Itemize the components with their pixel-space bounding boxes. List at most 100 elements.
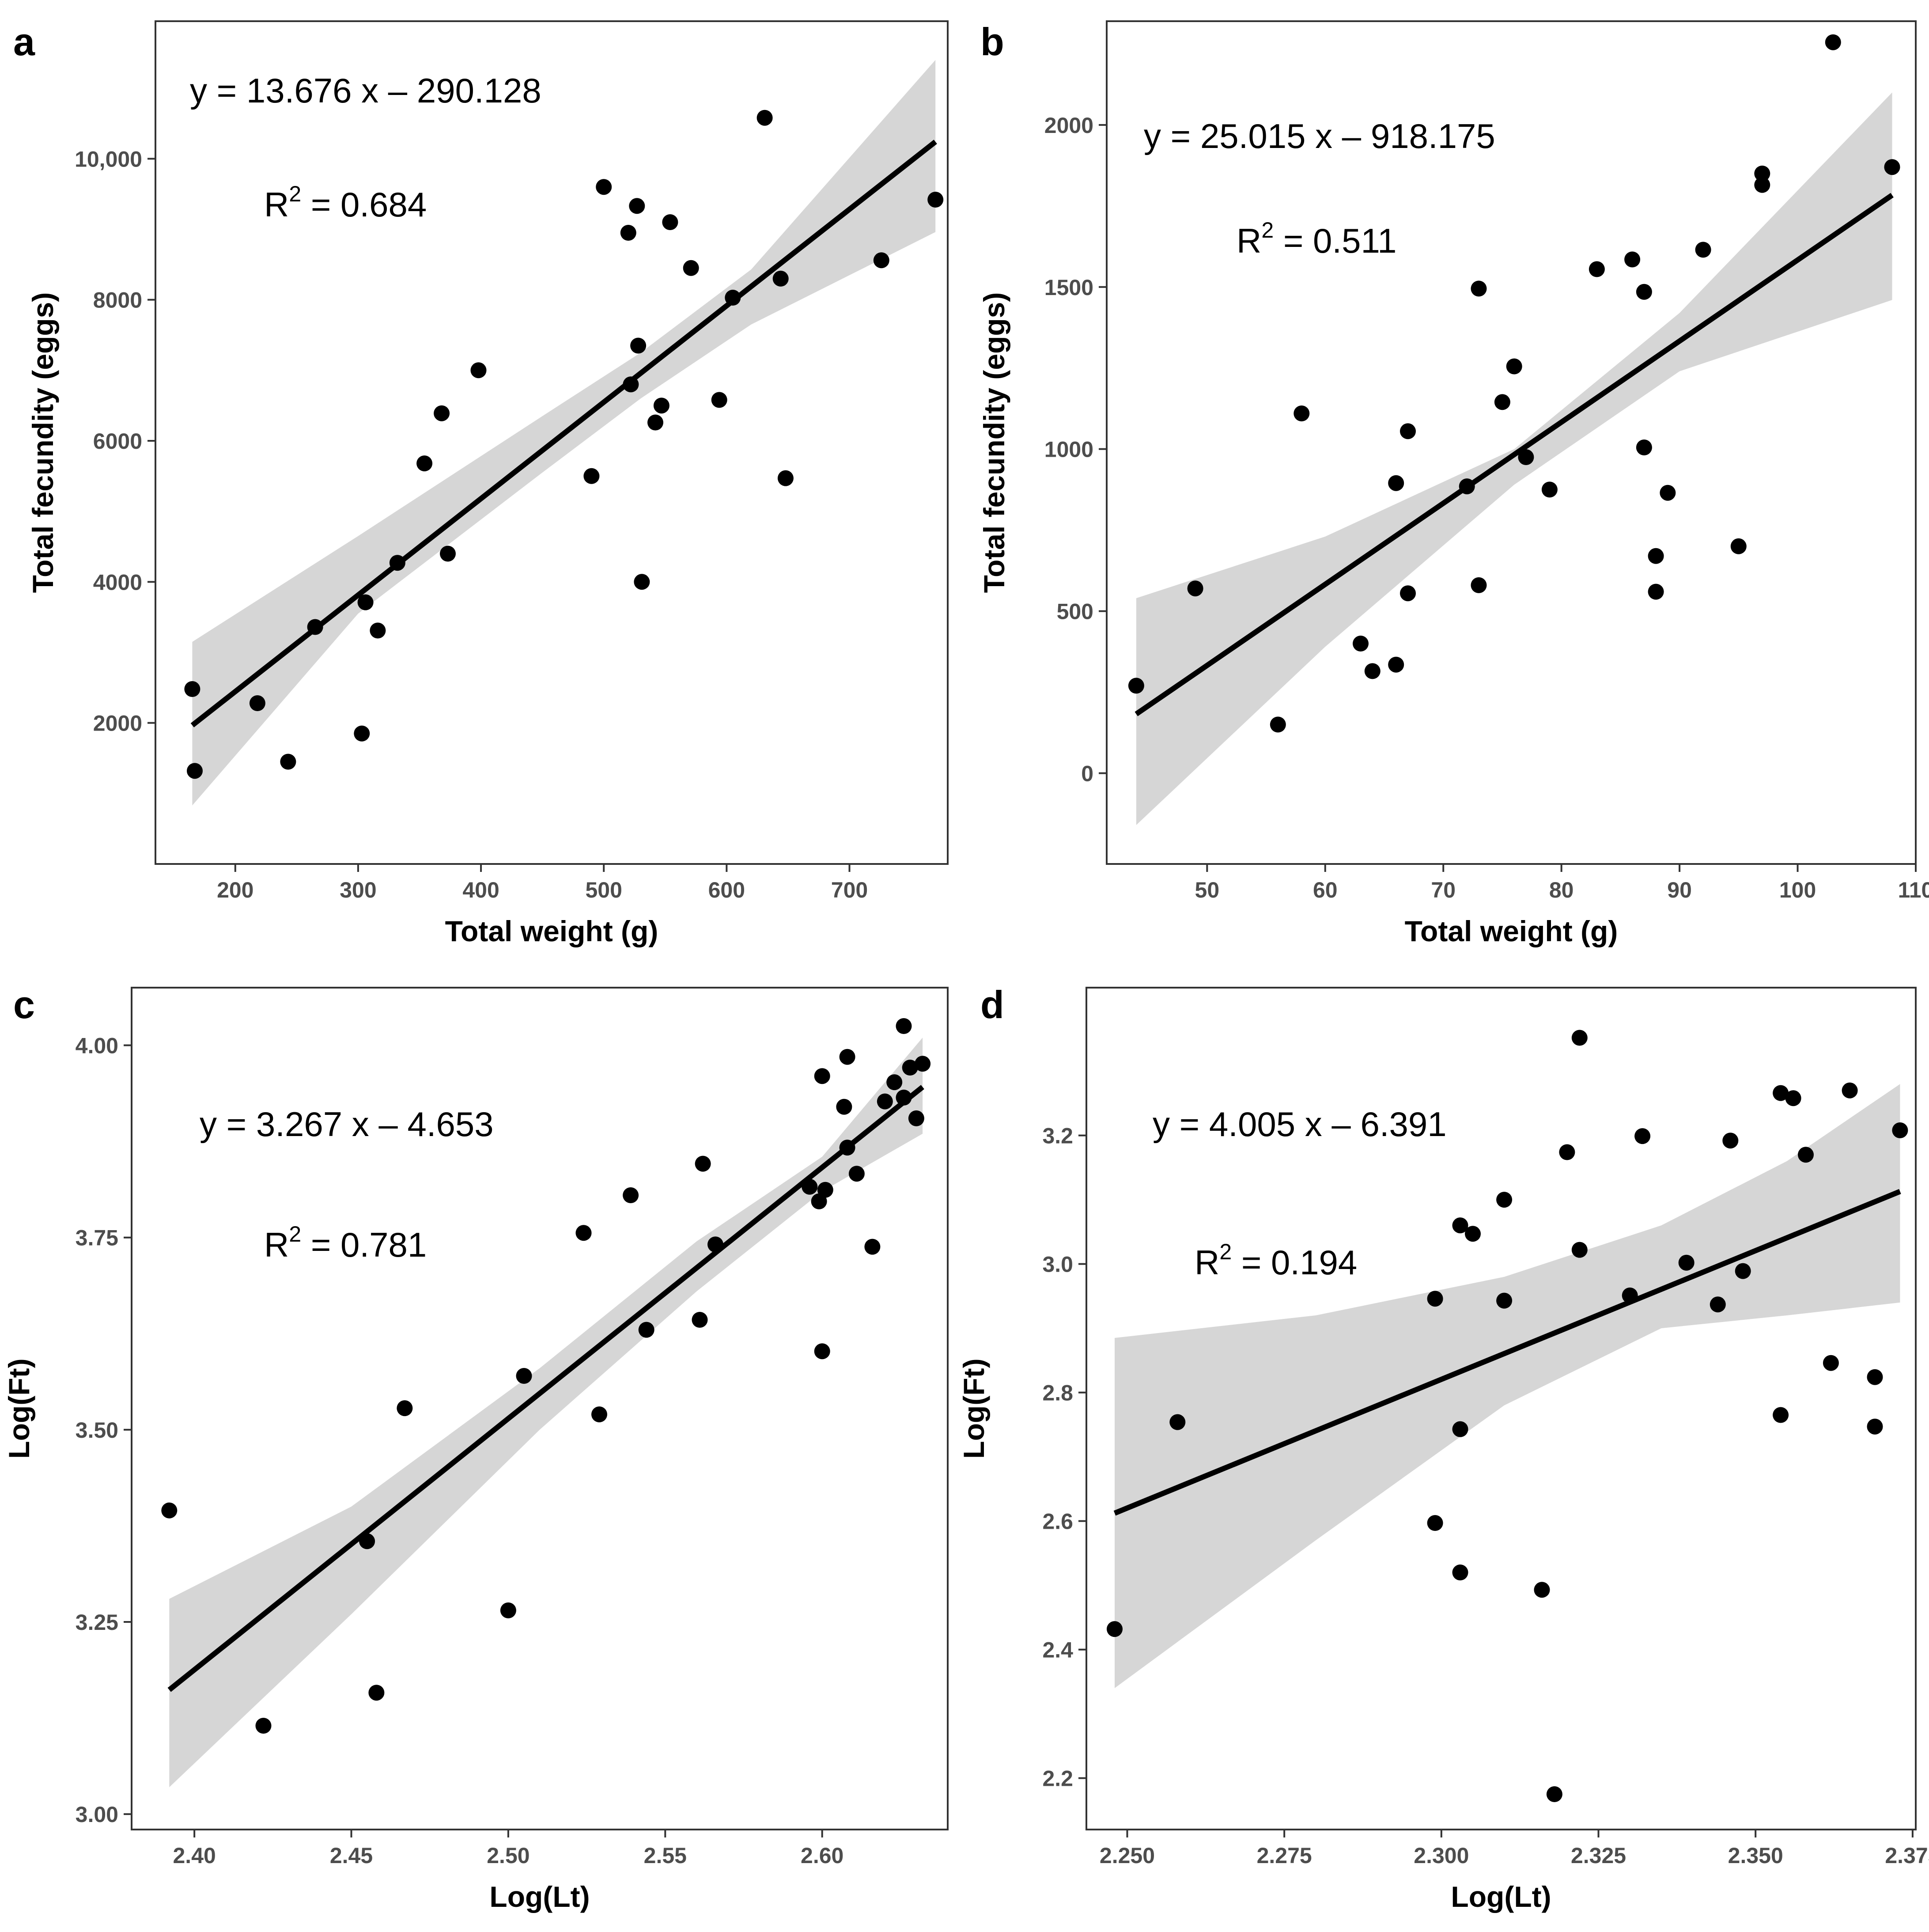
r-squared-symbol: R	[264, 1225, 289, 1264]
y-axis-title: Total fecundity (eggs)	[978, 292, 1010, 593]
data-point	[1867, 1418, 1883, 1435]
data-point	[434, 405, 450, 421]
data-point	[1571, 1242, 1588, 1258]
data-point	[1364, 663, 1381, 679]
confidence-band	[1136, 92, 1892, 825]
data-point	[1494, 394, 1510, 410]
x-tick-label: 700	[831, 878, 868, 902]
plot-frame	[1106, 20, 1917, 865]
data-point	[1388, 475, 1404, 491]
data-point	[1710, 1296, 1726, 1313]
data-point	[1660, 485, 1676, 501]
r-squared: R2 = 0.511	[1237, 218, 1396, 260]
data-point	[1546, 1786, 1562, 1802]
data-point	[1427, 1515, 1443, 1531]
data-point	[1624, 251, 1641, 268]
panel-b: 50 60 70 80 90 100 110 0 500 1000 1500 2000 Total we…	[978, 20, 1929, 947]
data-point	[1571, 1030, 1588, 1046]
data-point	[886, 1074, 903, 1091]
x-tick-label: 600	[708, 878, 745, 902]
data-point	[1427, 1291, 1443, 1307]
x-tick-label: 300	[340, 878, 376, 902]
data-point	[848, 1166, 865, 1182]
r-squared-superscript: 2	[1219, 1239, 1232, 1264]
x-tick-label: 2.300	[1414, 1843, 1469, 1868]
data-point	[1400, 423, 1416, 439]
data-point	[1534, 1582, 1550, 1598]
data-point	[692, 1312, 708, 1328]
data-point	[836, 1099, 852, 1115]
y-tick-label: 3.0	[1042, 1252, 1073, 1277]
data-point	[877, 1093, 893, 1110]
data-point	[470, 362, 487, 379]
data-point	[368, 1685, 385, 1701]
plot-frame	[131, 987, 949, 1830]
x-axis-title: Log(Lt)	[489, 1880, 590, 1913]
plot-frame	[1086, 987, 1917, 1830]
data-point	[1730, 538, 1747, 554]
data-point	[711, 392, 727, 408]
data-point	[1754, 165, 1770, 182]
data-point	[638, 1322, 654, 1338]
x-tick-label: 2.275	[1257, 1843, 1312, 1868]
regression-equation: y = 25.015 x – 918.175	[1144, 117, 1495, 155]
y-tick-label: 4.00	[76, 1034, 118, 1058]
x-axis-title: Total weight (g)	[1405, 915, 1618, 947]
data-point	[683, 260, 699, 276]
y-tick-label: 2000	[1044, 113, 1093, 138]
regression-line	[167, 1085, 924, 1692]
data-point	[1722, 1133, 1739, 1149]
data-point	[1636, 439, 1652, 455]
panel-letter: d	[980, 983, 1004, 1027]
data-point	[1648, 583, 1664, 600]
y-tick-label: 2.6	[1042, 1509, 1073, 1534]
data-point	[187, 763, 203, 779]
data-point	[255, 1718, 272, 1734]
r-squared-symbol: R	[1195, 1243, 1219, 1282]
data-point	[1471, 280, 1487, 297]
x-tick-label: 2.375	[1885, 1843, 1929, 1868]
data-point	[1695, 242, 1711, 258]
data-point	[1128, 678, 1144, 694]
y-tick-label: 8000	[93, 288, 142, 313]
data-point	[354, 725, 370, 742]
data-point	[653, 398, 669, 414]
r-squared-superscript: 2	[289, 1222, 301, 1246]
data-point	[1107, 1621, 1123, 1637]
x-tick-label: 100	[1779, 878, 1816, 902]
data-point	[1388, 656, 1404, 673]
data-point	[1496, 1192, 1513, 1208]
data-point	[516, 1368, 532, 1384]
data-point	[1825, 34, 1841, 50]
data-point	[908, 1110, 924, 1126]
y-axis-title: Log(Ft)	[3, 1358, 35, 1458]
y-tick-label: 0	[1081, 761, 1093, 786]
data-point	[583, 468, 600, 484]
data-point	[695, 1155, 711, 1172]
y-tick-label: 1000	[1044, 437, 1093, 462]
x-tick-label: 500	[585, 878, 622, 902]
y-tick-label: 500	[1057, 599, 1093, 624]
r-squared-value: = 0.194	[1232, 1243, 1357, 1282]
data-point	[1678, 1254, 1694, 1271]
panel-d: 2.250 2.275 2.300 2.325 2.350 2.375 2.2 2.4 2.6 2…	[957, 983, 1929, 1913]
y-axis-title: Log(Ft)	[957, 1358, 990, 1458]
data-point	[1735, 1263, 1751, 1279]
panel-letter: c	[13, 983, 35, 1027]
y-tick-label: 6000	[93, 429, 142, 454]
y-tick-label: 4000	[93, 570, 142, 595]
data-point	[1636, 284, 1652, 300]
data-point	[1270, 716, 1286, 733]
r-squared-superscript: 2	[1261, 218, 1274, 242]
y-tick-label: 1500	[1044, 275, 1093, 300]
r-squared-value: = 0.781	[301, 1225, 427, 1264]
r-squared: R2 = 0.684	[264, 182, 427, 224]
data-point	[630, 337, 647, 354]
data-point	[1452, 1421, 1468, 1437]
data-point	[620, 225, 636, 241]
regression-equation: y = 13.676 x – 290.128	[190, 71, 541, 110]
data-point	[500, 1602, 516, 1618]
data-point	[1884, 159, 1900, 175]
data-point	[647, 414, 663, 431]
x-tick-label: 60	[1313, 878, 1338, 902]
